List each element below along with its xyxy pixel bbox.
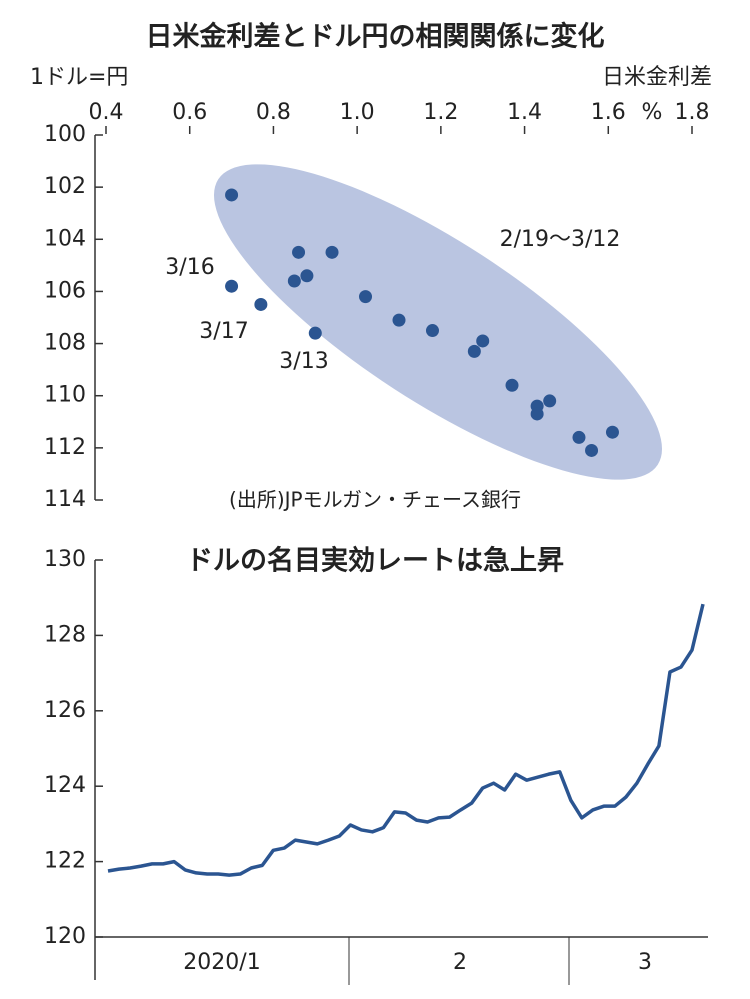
chart-title: 日米金利差とドル円の相関関係に変化 <box>146 21 605 53</box>
y-tick-label: 124 <box>44 773 86 798</box>
y-tick-label: 110 <box>44 383 86 408</box>
point <box>308 326 322 340</box>
point <box>225 279 239 293</box>
x-tick-label: 3 <box>638 950 652 975</box>
y-tick-label: 108 <box>44 331 86 356</box>
source: (出所)JPモルガン・チェース銀行 <box>229 488 521 512</box>
point <box>287 274 301 288</box>
x-tick-label: 1.2 <box>423 100 458 125</box>
point <box>530 407 544 421</box>
y-tick-label: 122 <box>44 849 86 874</box>
annotation: 3/17 <box>199 319 248 344</box>
annotation: 2/19～3/12 <box>500 227 621 252</box>
chart-title: ドルの名目実効レートは急上昇 <box>186 545 564 577</box>
y-tick-label: 130 <box>44 547 86 572</box>
x-tick-label: 0.8 <box>256 100 291 125</box>
line <box>107 603 705 877</box>
x-tick-label: 0.4 <box>89 100 124 125</box>
y-tick-label: 120 <box>44 924 86 949</box>
annotation: 3/13 <box>279 349 328 374</box>
point <box>476 334 490 348</box>
point <box>225 188 239 202</box>
annotation: 3/16 <box>165 255 214 280</box>
point <box>467 344 481 358</box>
point <box>543 394 557 408</box>
x-tick-label: 2020/1 <box>183 950 260 975</box>
y-tick-label: 102 <box>44 174 86 199</box>
point <box>300 269 314 283</box>
y-tick-label: 112 <box>44 435 86 460</box>
y-tick-label: 106 <box>44 278 86 303</box>
x-unit: % <box>642 100 663 125</box>
y-tick-label: 100 <box>44 122 86 147</box>
point <box>292 245 306 259</box>
x-tick-label: 2 <box>453 950 467 975</box>
point <box>425 324 439 338</box>
point <box>572 430 586 444</box>
point <box>605 425 619 439</box>
x-tick-label: 1.0 <box>340 100 375 125</box>
point <box>505 378 519 392</box>
x-tick-label: 0.6 <box>172 100 207 125</box>
x-tick-label: 1.4 <box>507 100 542 125</box>
x-tick-label: 1.8 <box>675 100 710 125</box>
point <box>325 245 339 259</box>
x-axis-label: 日米金利差 <box>602 65 712 90</box>
point <box>585 443 599 457</box>
point <box>392 313 406 327</box>
point <box>359 290 373 304</box>
y-tick-label: 114 <box>44 487 86 512</box>
highlight-ellipse <box>213 164 663 480</box>
y-tick-label: 128 <box>44 622 86 647</box>
y-tick-label: 104 <box>44 226 86 251</box>
y-tick-label: 126 <box>44 698 86 723</box>
point <box>254 297 268 311</box>
x-tick-label: 1.6 <box>591 100 626 125</box>
y-axis-label: 1ドル=円 <box>30 65 128 90</box>
